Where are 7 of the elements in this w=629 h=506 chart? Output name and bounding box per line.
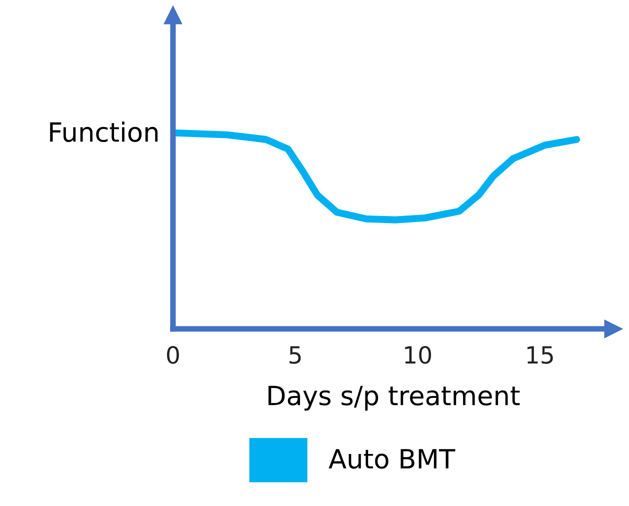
x-tick-label: 10: [405, 346, 432, 364]
x-tick-label: 0: [167, 346, 179, 364]
x-tick-label: 15: [527, 346, 553, 364]
legend-label: Auto BMT: [328, 449, 456, 469]
y-axis-title: Function: [50, 122, 158, 142]
x-axis-title: Days s/p treatment: [268, 386, 520, 411]
x-tick-label: 5: [290, 346, 301, 364]
